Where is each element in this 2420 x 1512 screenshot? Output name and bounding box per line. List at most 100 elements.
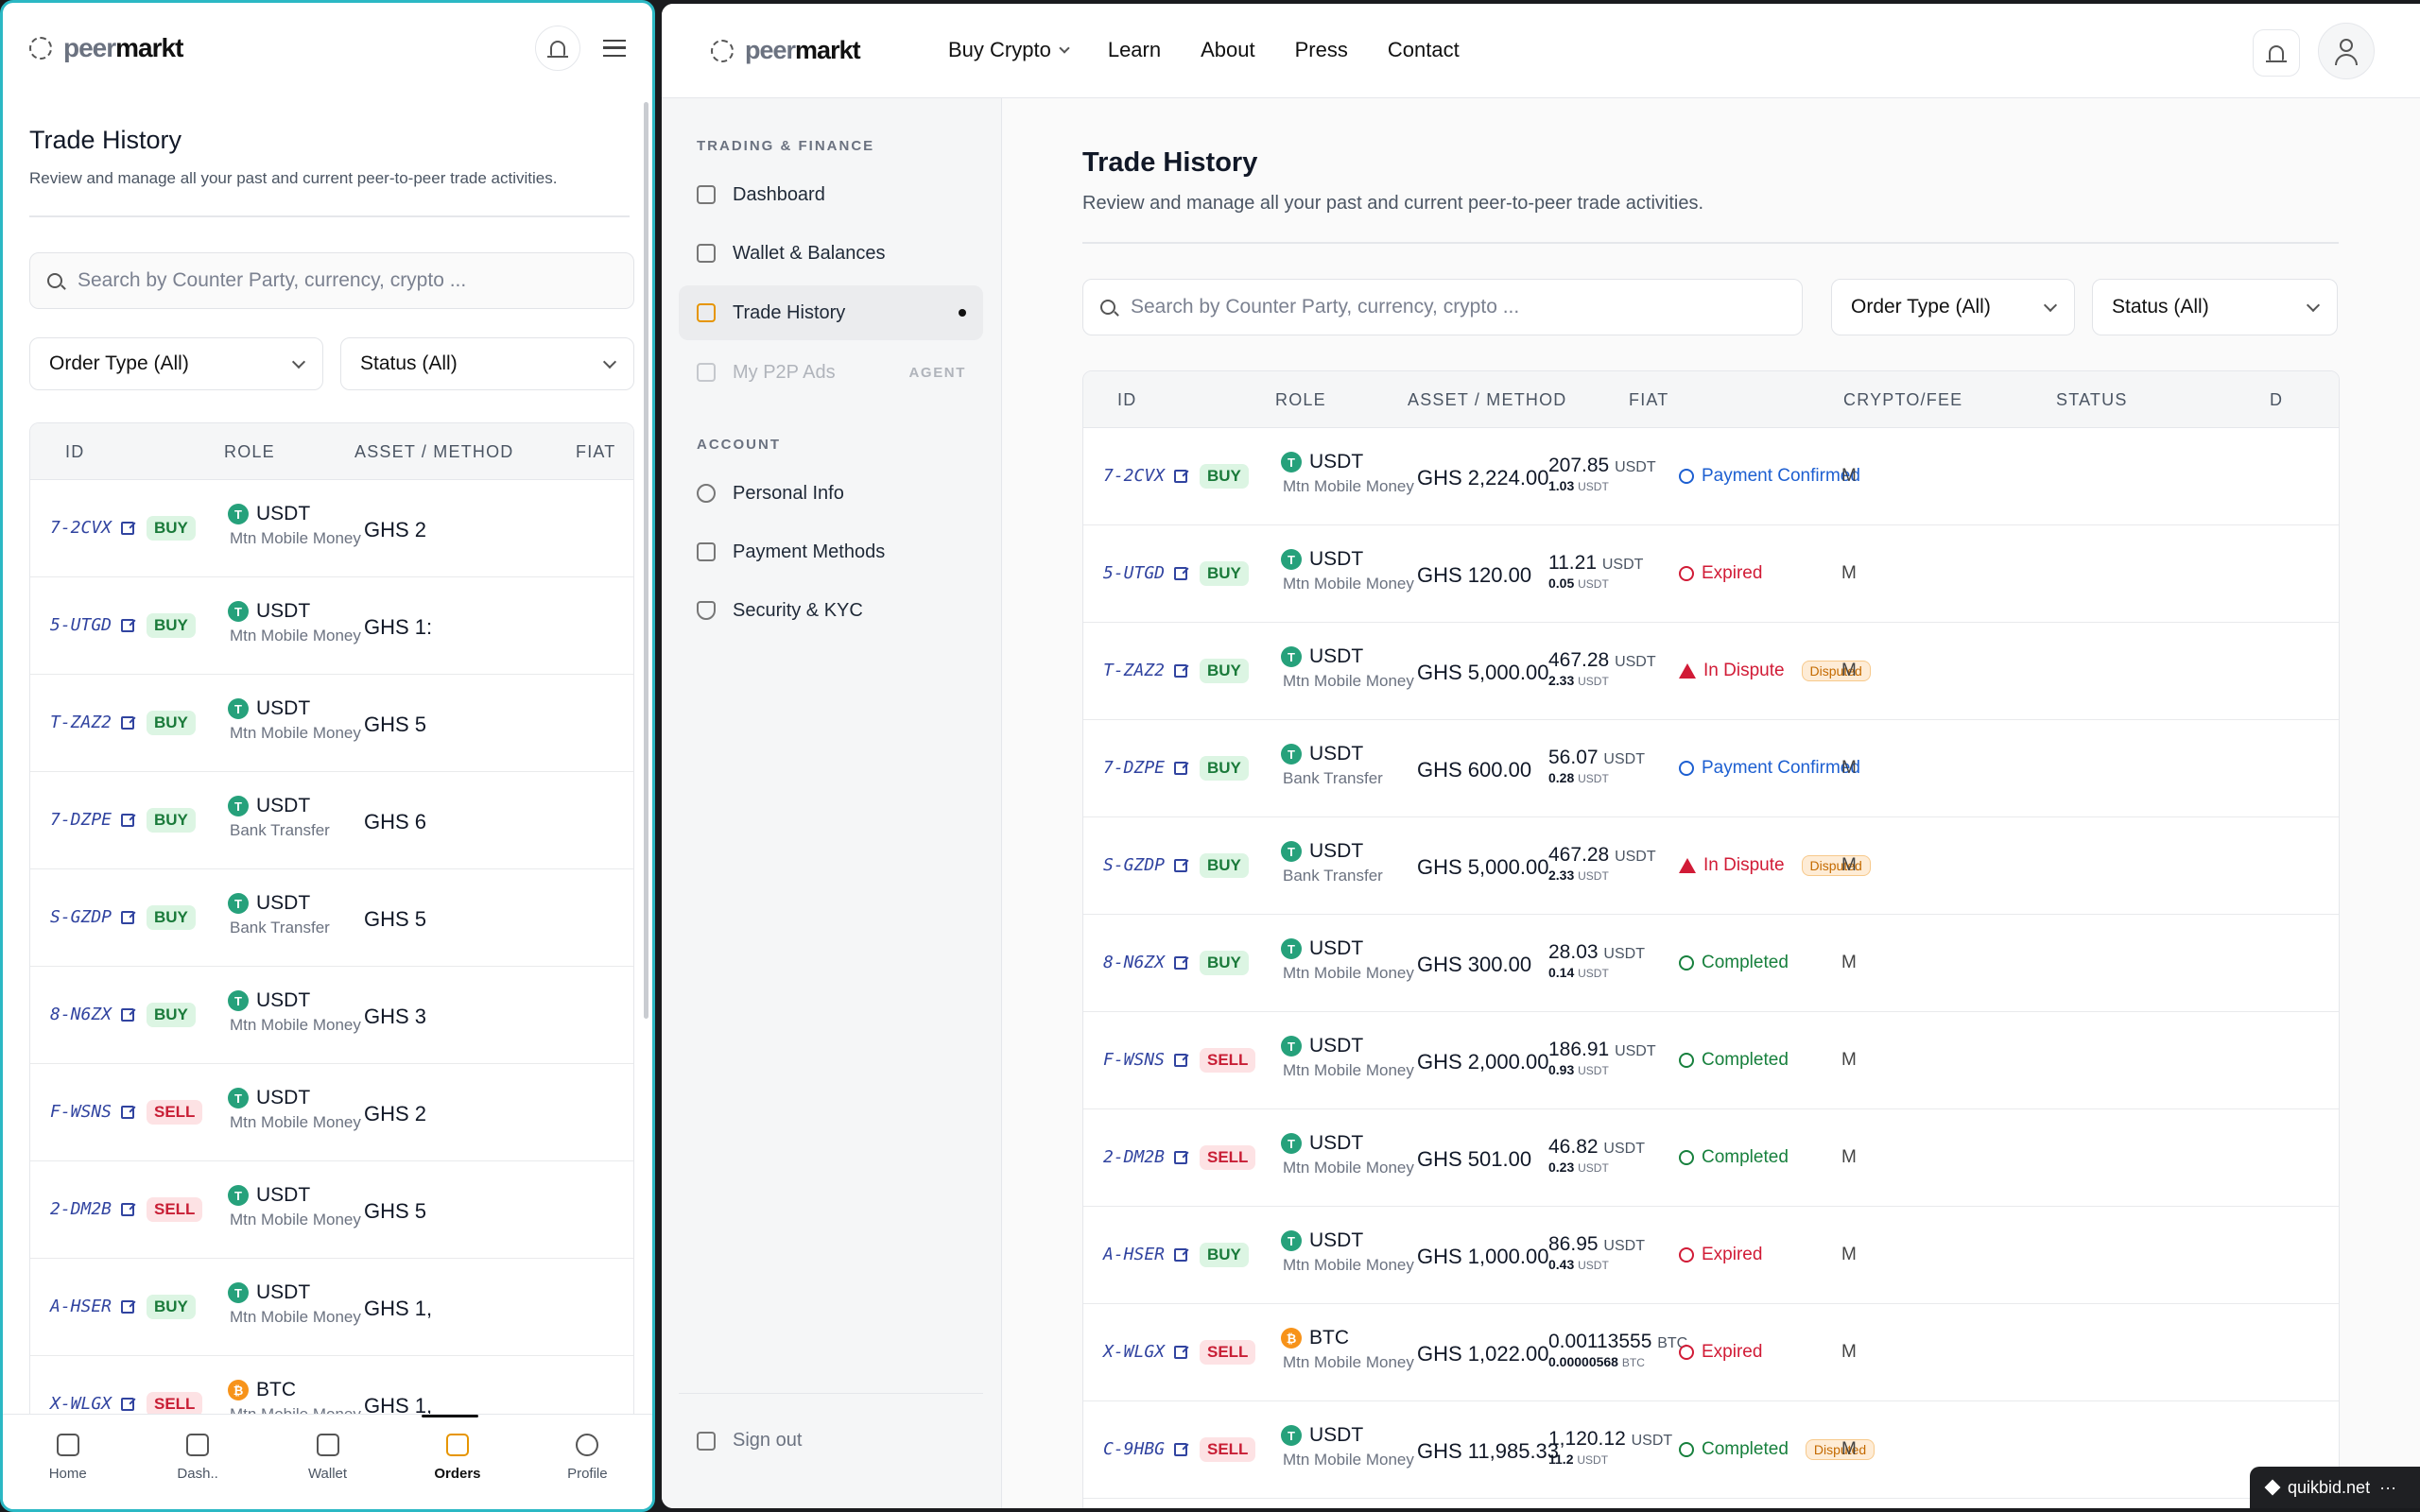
status-select[interactable]: Status (All) bbox=[2092, 279, 2338, 335]
role-badge: BUY bbox=[1200, 561, 1249, 586]
crypto-unit: USDT bbox=[1615, 459, 1656, 475]
search-icon bbox=[47, 273, 62, 288]
trade-id-link[interactable]: X-WLGX bbox=[50, 1394, 135, 1414]
sidebar-item-dashboard[interactable]: Dashboard bbox=[679, 167, 983, 222]
trade-id-link[interactable]: 7-DZPE bbox=[1103, 758, 1188, 778]
trade-id: S-GZDP bbox=[1103, 855, 1166, 875]
brand-logo[interactable]: peermarkt bbox=[29, 33, 183, 63]
crypto-unit: USDT bbox=[1631, 1433, 1673, 1449]
asset-label: USDT bbox=[1309, 1229, 1364, 1251]
trade-id-link[interactable]: 8-N6ZX bbox=[50, 1005, 135, 1024]
fee-unit: USDT bbox=[1578, 967, 1609, 981]
role-badge: BUY bbox=[1200, 464, 1249, 489]
trade-id-link[interactable]: 2-DM2B bbox=[1103, 1147, 1188, 1167]
table-row: 7-2CVX BUY T USDT Mtn Mobile Money GHS 2,224.… bbox=[1083, 428, 2339, 525]
sign-out-button[interactable]: Sign out bbox=[679, 1393, 983, 1452]
order-type-select[interactable]: Order Type (All) bbox=[1831, 279, 2075, 335]
agent-tag: AGENT bbox=[908, 364, 966, 381]
status-badge: Payment Confirmed bbox=[1679, 758, 1860, 779]
nav-learn[interactable]: Learn bbox=[1107, 38, 1162, 61]
external-link-icon bbox=[1174, 1442, 1188, 1456]
search-input[interactable]: Search by Counter Party, currency, crypt… bbox=[1082, 279, 1803, 335]
role-badge: BUY bbox=[1200, 1243, 1249, 1267]
trade-id-link[interactable]: C-9HBG bbox=[1103, 1439, 1188, 1459]
trade-id-link[interactable]: 8-N6ZX bbox=[1103, 953, 1188, 972]
grid-icon bbox=[186, 1434, 210, 1456]
bottom-nav-profile[interactable]: Profile bbox=[523, 1415, 652, 1509]
external-link-icon bbox=[1174, 858, 1188, 872]
crypto-amount: 0.00113555 BTC bbox=[1548, 1331, 1687, 1352]
external-link-icon bbox=[1174, 1053, 1188, 1067]
avatar[interactable] bbox=[2318, 23, 2375, 79]
status-label: Expired bbox=[1702, 563, 1763, 583]
trade-id-link[interactable]: 5-UTGD bbox=[1103, 563, 1188, 583]
payment-method: Mtn Mobile Money bbox=[230, 1211, 361, 1228]
status-badge: Completed bbox=[1679, 1050, 1789, 1071]
sidebar-item-trade-history[interactable]: Trade History bbox=[679, 285, 983, 340]
tether-icon: T bbox=[228, 893, 249, 914]
asset-name: T USDT bbox=[228, 795, 330, 817]
external-link-icon bbox=[121, 715, 135, 730]
order-type-select[interactable]: Order Type (All) bbox=[29, 337, 323, 390]
search-icon bbox=[1100, 300, 1115, 315]
bottom-nav-home[interactable]: Home bbox=[3, 1415, 132, 1509]
trade-id: T-ZAZ2 bbox=[1103, 661, 1166, 680]
trade-id-link[interactable]: 5-UTGD bbox=[50, 615, 135, 635]
external-link-icon bbox=[1174, 955, 1188, 970]
trade-id-link[interactable]: S-GZDP bbox=[1103, 855, 1188, 875]
trade-id-link[interactable]: 7-2CVX bbox=[1103, 466, 1188, 486]
nav-buy-crypto[interactable]: Buy Crypto bbox=[948, 38, 1070, 62]
bottom-nav-orders[interactable]: Orders bbox=[392, 1415, 522, 1509]
main-nav: Buy Crypto Learn About Press Contact bbox=[948, 38, 1460, 62]
sidebar-item-personal-info[interactable]: Personal Info bbox=[679, 466, 983, 521]
fiat-amount: GHS 2,000.00 bbox=[1417, 1050, 1549, 1074]
trade-id-link[interactable]: T-ZAZ2 bbox=[1103, 661, 1188, 680]
search-input[interactable]: Search by Counter Party, currency, crypt… bbox=[29, 252, 634, 309]
trade-id: 2-DM2B bbox=[1103, 1147, 1166, 1167]
crypto-amount: 467.28 USDT bbox=[1548, 844, 1656, 866]
date-cell: M bbox=[1841, 563, 1857, 583]
notifications-button[interactable] bbox=[2253, 29, 2300, 77]
sidebar-item-payment-methods[interactable]: Payment Methods bbox=[679, 524, 983, 579]
date-cell: M bbox=[1841, 953, 1857, 972]
table-row: 7-2CVX BUY T USDT Mtn Mobile Money GHS 2 bbox=[30, 480, 633, 577]
trade-id-link[interactable]: 7-DZPE bbox=[50, 810, 135, 830]
nav-about[interactable]: About bbox=[1201, 38, 1255, 61]
bottom-nav-wallet[interactable]: Wallet bbox=[263, 1415, 392, 1509]
trade-id-link[interactable]: 2-DM2B bbox=[50, 1199, 135, 1219]
nav-press[interactable]: Press bbox=[1294, 38, 1348, 61]
fee-amount: 0.14 USDT bbox=[1548, 965, 1645, 981]
trade-id-link[interactable]: F-WSNS bbox=[50, 1102, 135, 1122]
trade-id-link[interactable]: S-GZDP bbox=[50, 907, 135, 927]
nav-contact[interactable]: Contact bbox=[1387, 38, 1460, 61]
payment-method: Mtn Mobile Money bbox=[1283, 477, 1414, 495]
check-circle-icon bbox=[1679, 955, 1694, 971]
table-row: S-GZDP BUY T USDT Bank Transfer GHS 5 bbox=[30, 869, 633, 967]
external-link-icon bbox=[1174, 761, 1188, 775]
external-link-icon bbox=[121, 813, 135, 827]
brand-logo[interactable]: peermarkt bbox=[711, 36, 861, 65]
asset-name: T USDT bbox=[228, 503, 361, 525]
trade-id-link[interactable]: X-WLGX bbox=[1103, 1342, 1188, 1362]
trade-id-link[interactable]: 7-2CVX bbox=[50, 518, 135, 538]
trade-id-link[interactable]: T-ZAZ2 bbox=[50, 713, 135, 732]
trade-id-link[interactable]: A-HSER bbox=[50, 1297, 135, 1316]
trade-id-link[interactable]: F-WSNS bbox=[1103, 1050, 1188, 1070]
trade-id-link[interactable]: A-HSER bbox=[1103, 1245, 1188, 1264]
notifications-button[interactable] bbox=[535, 25, 580, 71]
crypto-amount: 467.28 USDT bbox=[1548, 649, 1656, 671]
status-badge: In Dispute Disputed bbox=[1679, 855, 1871, 876]
fee-amount: 0.05 USDT bbox=[1548, 576, 1643, 591]
asset-method: T USDT Bank Transfer bbox=[228, 795, 330, 840]
tether-icon: T bbox=[1281, 1133, 1302, 1154]
date-cell: M bbox=[1841, 1342, 1857, 1362]
table-row: 5-UTGD BUY T USDT Mtn Mobile Money GHS 1: bbox=[30, 577, 633, 675]
bottom-nav-dashboard[interactable]: Dash.. bbox=[132, 1415, 262, 1509]
status-select[interactable]: Status (All) bbox=[340, 337, 634, 390]
menu-icon[interactable] bbox=[603, 39, 626, 57]
scrollbar[interactable] bbox=[644, 102, 648, 1019]
sidebar-item-wallet[interactable]: Wallet & Balances bbox=[679, 226, 983, 281]
sidebar-item-security[interactable]: Security & KYC bbox=[679, 583, 983, 638]
footer-badge[interactable]: quikbid.net ··· bbox=[2250, 1467, 2420, 1508]
crypto-amount: 207.85 USDT bbox=[1548, 455, 1656, 476]
